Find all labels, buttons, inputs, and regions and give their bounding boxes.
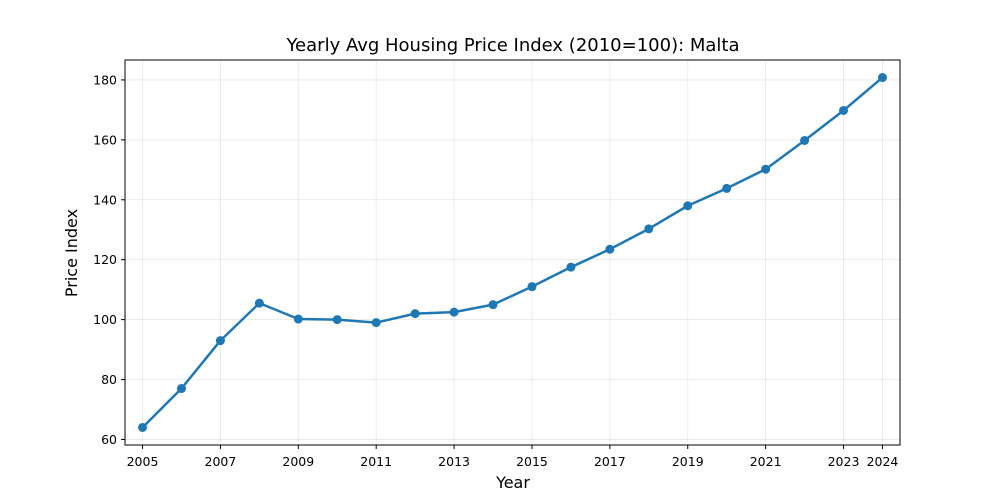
x-tick-label: 2007: [205, 454, 237, 469]
data-point: [254, 298, 264, 308]
data-point: [410, 309, 420, 319]
data-point: [761, 164, 771, 174]
data-point: [839, 105, 849, 115]
series-line: [141, 76, 884, 429]
data-point: [215, 336, 225, 346]
data-point: [371, 318, 381, 328]
x-tick-label: 2023: [828, 454, 860, 469]
y-axis-label: Price Index: [62, 209, 81, 297]
y-tick-label: 120: [93, 252, 117, 267]
y-axis: 60 80 100 120 140 160 180: [93, 72, 125, 447]
y-tick-label: 80: [101, 372, 117, 387]
data-point: [449, 307, 459, 317]
data-point: [877, 73, 887, 83]
x-tick-label: 2005: [127, 454, 159, 469]
x-axis-label: Year: [495, 473, 530, 492]
y-tick-label: 60: [101, 432, 117, 447]
plot-area: [138, 73, 887, 432]
x-tick-label: 2017: [594, 454, 626, 469]
data-point: [138, 422, 148, 432]
chart-title: Yearly Avg Housing Price Index (2010=100…: [285, 35, 739, 56]
data-point: [605, 244, 615, 254]
x-tick-label: 2015: [516, 454, 548, 469]
y-tick-label: 180: [93, 72, 117, 87]
data-point: [332, 315, 342, 325]
y-tick-label: 140: [93, 192, 117, 207]
y-tick-label: 100: [93, 312, 117, 327]
x-tick-label: 2024: [867, 454, 899, 469]
x-tick-label: 2021: [750, 454, 782, 469]
data-point: [683, 201, 693, 211]
grid: [125, 60, 900, 445]
x-tick-label: 2009: [282, 454, 314, 469]
data-point: [800, 135, 810, 145]
x-axis: 2005 2007 2009 2011 2013 2015 2017 2019 2021 2023…: [127, 445, 899, 469]
x-tick-label: 2011: [360, 454, 392, 469]
y-tick-label: 160: [93, 132, 117, 147]
x-tick-label: 2019: [672, 454, 704, 469]
data-point: [566, 262, 576, 272]
x-tick-label: 2013: [438, 454, 470, 469]
plot-frame: [124, 59, 901, 446]
data-point: [293, 314, 303, 324]
data-point: [644, 224, 654, 234]
data-point: [176, 384, 186, 394]
data-point: [527, 282, 537, 292]
data-point: [488, 300, 498, 310]
data-point: [722, 183, 732, 193]
